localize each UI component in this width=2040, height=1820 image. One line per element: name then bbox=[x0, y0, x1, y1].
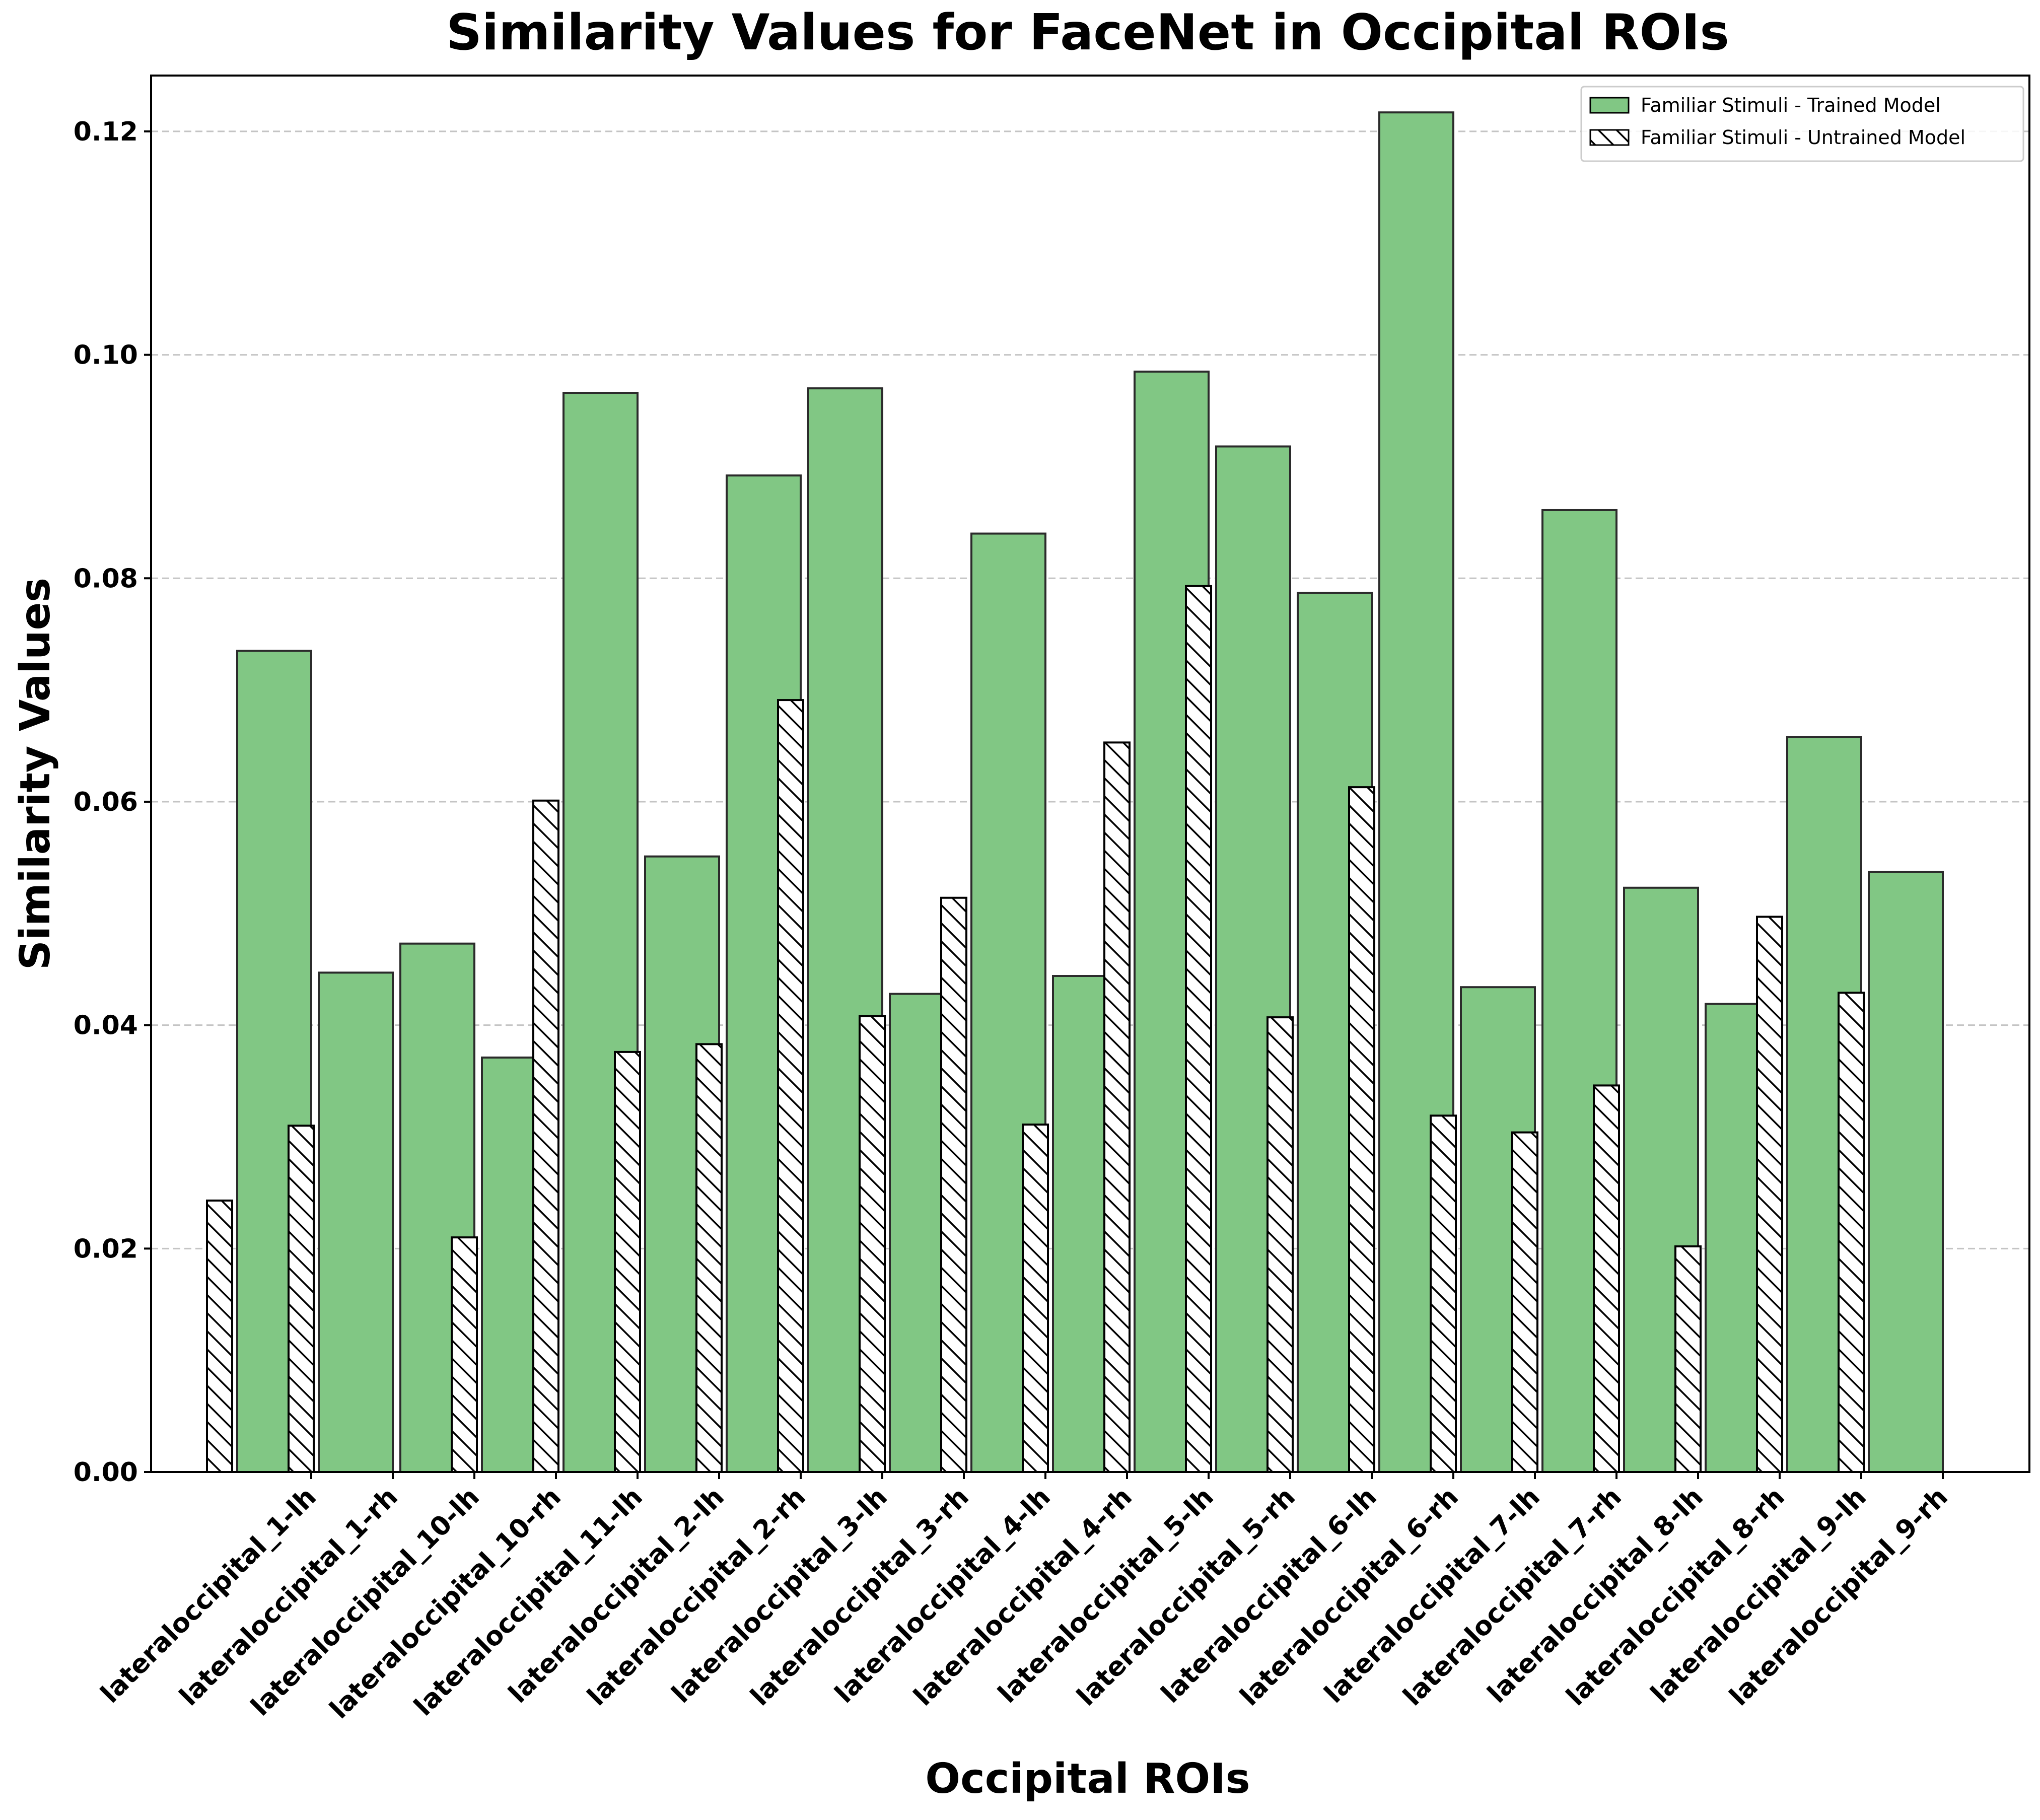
bar-untrained bbox=[1267, 1016, 1294, 1473]
legend-swatch bbox=[1589, 129, 1630, 146]
bar-untrained bbox=[777, 699, 804, 1473]
y-axis: 0.00 0.02 0.04 0.06 0.08 0.10 0.12 bbox=[74, 117, 151, 1488]
legend-label: Familiar Stimuli - Trained Model bbox=[1641, 94, 1941, 116]
bar-untrained bbox=[1593, 1084, 1620, 1473]
y-axis-label: Similarity Values bbox=[12, 578, 59, 970]
bar-untrained bbox=[614, 1051, 641, 1473]
bar-untrained bbox=[1756, 916, 1783, 1473]
bar-untrained bbox=[451, 1236, 478, 1473]
legend-swatch bbox=[1589, 97, 1630, 114]
y-tick-label: 0.02 bbox=[74, 1234, 138, 1264]
y-tick-label: 0.08 bbox=[74, 564, 138, 594]
bar-trained bbox=[1868, 871, 1944, 1473]
bar-untrained bbox=[859, 1015, 886, 1473]
bar-untrained bbox=[1430, 1114, 1457, 1473]
bar-untrained bbox=[288, 1125, 315, 1473]
bar-untrained bbox=[1185, 585, 1212, 1473]
y-tick-label: 0.10 bbox=[74, 340, 138, 371]
y-tick-label: 0.06 bbox=[74, 787, 138, 817]
bar-untrained bbox=[1348, 786, 1375, 1473]
chart-title: Similarity Values for FaceNet in Occipit… bbox=[446, 4, 1729, 61]
x-axis-label: Occipital ROIs bbox=[925, 1755, 1250, 1803]
y-tick-label: 0.00 bbox=[74, 1457, 138, 1488]
bar-untrained bbox=[695, 1043, 723, 1473]
y-tick-label: 0.04 bbox=[74, 1011, 138, 1041]
bar-untrained bbox=[1022, 1124, 1049, 1474]
bars bbox=[206, 111, 1944, 1474]
legend: Familiar Stimuli - Trained Model Familiar… bbox=[1580, 86, 2024, 162]
bar-untrained bbox=[532, 799, 559, 1473]
bar-trained bbox=[318, 971, 394, 1474]
bar-untrained bbox=[1511, 1131, 1538, 1474]
y-tick-label: 0.12 bbox=[74, 117, 138, 147]
bar-untrained bbox=[940, 896, 967, 1473]
bar-untrained bbox=[1838, 992, 1865, 1473]
x-axis: lateraloccipital_1-lhlateraloccipital_1-… bbox=[95, 1472, 1954, 1725]
bar-untrained bbox=[1674, 1245, 1702, 1474]
legend-label: Familiar Stimuli - Untrained Model bbox=[1641, 126, 1965, 149]
plot-frame bbox=[150, 75, 2030, 1473]
bar-untrained bbox=[206, 1199, 233, 1473]
legend-box bbox=[1580, 86, 2024, 162]
bar-untrained bbox=[1103, 741, 1131, 1473]
